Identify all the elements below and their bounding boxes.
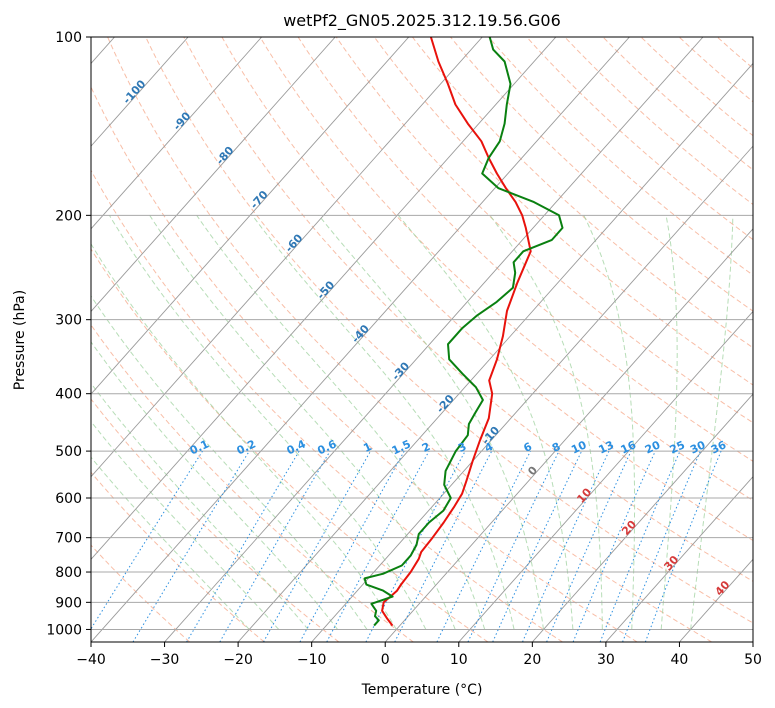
x-tick-label: −10 xyxy=(297,652,327,668)
dry-adiabat xyxy=(259,37,753,502)
x-tick-label: 50 xyxy=(744,652,762,668)
mixing-ratio-line xyxy=(91,450,203,630)
x-tick-label: −20 xyxy=(223,652,253,668)
y-tick-label: 400 xyxy=(55,387,82,403)
mixing-ratio-line xyxy=(572,450,656,642)
mixing-ratio-line xyxy=(622,450,701,642)
mixing-ratio-line xyxy=(263,450,371,642)
dry-adiabat xyxy=(91,85,638,642)
isotherm xyxy=(384,228,753,642)
x-tick-label: 0 xyxy=(381,652,390,668)
y-tick-label: 200 xyxy=(55,208,82,224)
mixing-ratio-line xyxy=(436,450,531,642)
mixing-ratio-label: 36 xyxy=(709,438,729,456)
isotherm xyxy=(605,476,753,642)
isotherm xyxy=(91,37,410,395)
y-tick-label: 800 xyxy=(55,565,82,581)
dry-adiabat xyxy=(145,37,753,624)
mixing-ratio-line xyxy=(546,450,632,642)
isotherm xyxy=(91,37,557,561)
mixing-ratio-label: 16 xyxy=(619,438,639,456)
isotherm xyxy=(458,310,753,642)
dry-adiabat xyxy=(450,37,753,312)
dry-adiabat xyxy=(183,37,753,582)
dewpoint-line xyxy=(363,37,564,627)
isotherm xyxy=(164,37,704,642)
x-tick-label: −40 xyxy=(76,652,106,668)
y-axis-title: Pressure (hPa) xyxy=(12,290,28,390)
x-tick-label: −30 xyxy=(150,652,180,668)
x-tick-label: 40 xyxy=(671,652,689,668)
isotherm xyxy=(91,37,263,230)
plot-frame xyxy=(90,36,754,643)
moist-adiabat xyxy=(91,243,397,630)
moist-adiabat xyxy=(108,215,427,630)
mixing-ratio-line xyxy=(644,450,722,642)
mixing-ratio-label: 30 xyxy=(688,438,708,456)
x-tick-label: 30 xyxy=(597,652,615,668)
isotherm xyxy=(237,62,753,642)
x-tick-label: 20 xyxy=(523,652,541,668)
mixing-ratio-label: 13 xyxy=(597,438,616,456)
y-tick-label: 900 xyxy=(55,595,82,611)
mixing-ratio-line xyxy=(394,450,493,642)
y-tick-label: 500 xyxy=(55,444,82,460)
dry-adiabat xyxy=(91,471,265,642)
y-tick-label: 600 xyxy=(55,491,82,507)
dry-adiabat xyxy=(335,37,753,424)
mixing-ratio-line xyxy=(326,450,430,642)
x-axis-title: Temperature (°C) xyxy=(361,682,483,698)
mixing-ratio-label: 10 xyxy=(569,438,589,456)
isotherm xyxy=(311,145,753,642)
y-tick-label: 100 xyxy=(55,30,82,46)
mixing-ratio-label: 20 xyxy=(643,438,663,456)
dry-adiabat xyxy=(91,169,563,642)
mixing-ratio-line xyxy=(132,450,250,642)
mixing-ratio-line xyxy=(599,450,681,642)
isotherm xyxy=(91,37,336,313)
dry-adiabat xyxy=(221,37,753,542)
isotherm xyxy=(91,37,189,147)
mixing-ratio-line xyxy=(522,450,610,642)
y-tick-label: 700 xyxy=(55,531,82,547)
mixing-ratio-label: 25 xyxy=(668,438,687,456)
dry-adiabat xyxy=(91,248,489,642)
mixing-ratio-line xyxy=(299,450,405,642)
isotherm xyxy=(531,393,753,642)
dry-adiabat xyxy=(373,37,753,386)
isotherm xyxy=(91,37,630,642)
y-tick-label: 300 xyxy=(55,313,82,329)
chart-title: wetPf2_GN05.2025.312.19.56.G06 xyxy=(283,11,561,31)
isotherm xyxy=(91,37,483,478)
y-tick-label: 1000 xyxy=(46,622,82,638)
dry-adiabat xyxy=(107,37,713,642)
x-tick-label: 10 xyxy=(450,652,468,668)
